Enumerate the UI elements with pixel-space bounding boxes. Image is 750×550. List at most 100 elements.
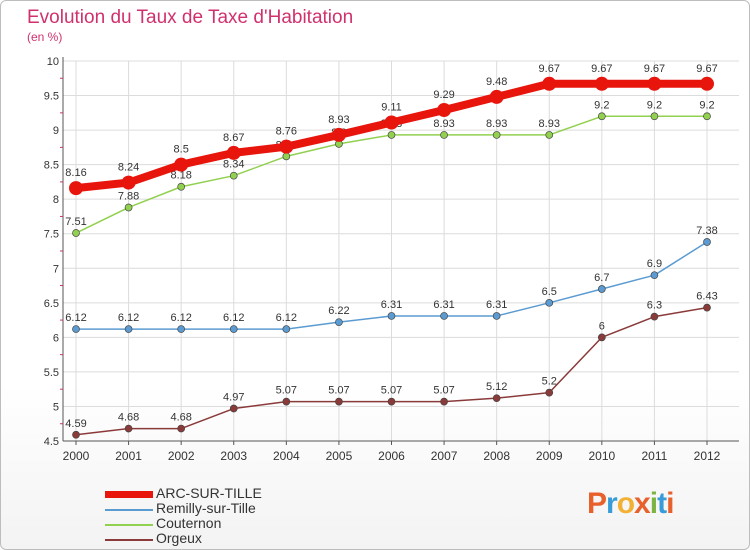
y-tick-label: 6.5 [44,298,59,310]
x-tick-label: 2001 [115,449,142,463]
data-point [542,76,557,91]
y-tick-label: 7.5 [44,229,59,241]
data-label: 6.12 [223,312,244,324]
data-label: 5.2 [542,376,557,388]
data-point [440,312,448,320]
data-point [331,127,346,142]
data-label: 6.31 [486,299,507,311]
data-label: 6.31 [381,299,402,311]
x-tick-label: 2009 [536,449,563,463]
data-label: 8.34 [223,159,244,171]
data-point [703,112,711,121]
data-label: 5.07 [276,385,297,397]
data-point [597,285,606,293]
data-point [229,404,238,413]
proxiti-logo: Proxiti [587,487,674,521]
y-tick-label: 5 [53,401,59,413]
legend-swatch [105,491,153,498]
x-tick-label: 2006 [378,449,405,463]
data-point [647,76,662,91]
data-point [545,131,554,139]
data-label: 7.51 [65,216,86,228]
data-point [124,325,133,333]
legend-swatch [105,539,153,541]
data-label: 8.16 [65,167,86,179]
y-tick-label: 8 [53,194,59,206]
data-label: 4.97 [223,392,244,404]
logo-letter: i [649,487,658,520]
logo-letter: x [634,487,651,520]
x-tick-label: 2004 [273,449,300,463]
data-label: 8.93 [486,118,507,130]
data-label: 6 [599,320,605,332]
data-point [492,312,501,320]
legend-label: Remilly-sur-Tille [156,500,256,516]
logo-letter: t [657,487,667,520]
data-label: 4.68 [170,412,191,424]
data-label: 9.2 [699,99,714,111]
data-label: 6.3 [647,300,662,312]
data-label: 9.2 [594,99,609,111]
data-label: 5.07 [381,385,402,397]
data-point [545,298,554,307]
data-label: 9.48 [486,76,507,88]
data-point [387,397,396,406]
data-point [594,76,609,91]
y-tick-label: 5.5 [44,367,59,379]
data-label: 9.29 [433,89,454,101]
data-label: 9.67 [644,63,665,75]
data-label: 8.24 [118,162,139,174]
data-point [279,139,294,154]
data-label: 7.88 [118,190,139,202]
x-tick-label: 2007 [431,449,458,463]
data-point [229,325,238,333]
data-label: 6.9 [647,258,662,270]
series-remilly-sur-tille: 6.12 6.12 6.12 6.12 6.12 6.22 6.31 6.31 6.31 6.5 6… [65,225,718,333]
data-label: 9.2 [647,99,662,111]
data-label: 8.67 [223,132,244,144]
data-point [72,325,80,333]
data-point [384,115,399,130]
data-point [177,424,186,433]
legend-swatch [105,524,153,526]
data-point [597,333,606,342]
x-tick-label: 2002 [168,449,195,463]
data-label: 6.12 [170,312,191,324]
x-tick-label: 2000 [63,449,90,463]
x-tick-label: 2011 [642,449,668,463]
data-point [177,325,186,333]
data-point [69,181,83,196]
data-point [650,271,659,280]
data-label: 7.38 [696,225,717,237]
data-point [282,152,291,161]
data-label: 5.12 [486,381,507,393]
data-point [335,318,343,327]
data-point [226,145,241,160]
data-label: 8.5 [174,144,189,156]
data-label: 6.12 [276,312,297,324]
y-tick-label: 9.5 [44,91,59,103]
data-point [440,397,448,406]
data-label: 6.31 [433,299,454,311]
data-label: 6.12 [118,312,139,324]
data-label: 8.18 [170,170,191,182]
x-tick-label: 2012 [694,449,721,463]
data-point [72,229,80,237]
x-tick-label: 2008 [483,449,510,463]
data-label: 8.93 [433,118,454,130]
data-point [121,175,136,190]
data-point [703,303,711,312]
y-tick-label: 7 [53,263,59,275]
data-point [703,238,711,246]
y-tick-label: 10 [47,56,59,68]
data-label: 6.22 [328,305,349,317]
data-point [489,89,504,104]
data-label: 5.07 [433,385,454,397]
logo-letter: P [587,487,607,520]
data-label: 8.93 [328,114,349,126]
data-label: 4.59 [65,418,86,430]
data-point [700,76,714,91]
series-arc-sur-tille: 8.16 8.24 8.5 8.67 8.76 8.93 9.11 9.29 9.48 9.67 9… [65,63,718,196]
data-point [174,157,189,172]
